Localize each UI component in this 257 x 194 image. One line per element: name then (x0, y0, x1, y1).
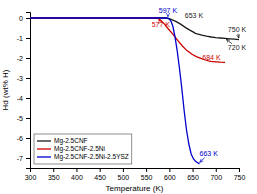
lines (30, 18, 239, 164)
y-axis-title: Hd (wt% H) (1, 69, 10, 110)
annotation: 577 K (152, 21, 171, 28)
y-tick: -5 (17, 115, 30, 122)
y-tick-label: 0 (19, 15, 23, 22)
legend-swatch (37, 156, 51, 157)
annotation: 750 K (228, 26, 247, 33)
y-tick: -7 (17, 155, 30, 162)
y-tick: -4 (17, 95, 30, 102)
x-tick: 750 (234, 168, 246, 181)
legend-swatch (37, 140, 51, 141)
legend: Mg-2.5CNFMg-2.5CNF-2.5NiMg-2.5CNF-2.5Ni-… (34, 134, 132, 164)
y-tick-mark (26, 38, 30, 39)
y-tick: -1 (17, 35, 30, 42)
x-tick: 500 (118, 168, 130, 181)
annotation: 653 K (185, 12, 204, 19)
annotation-arrow (159, 20, 160, 22)
x-tick: 400 (71, 168, 83, 181)
x-axis-line (31, 169, 240, 173)
y-tick: 0 (19, 15, 30, 22)
y-tick-mark (26, 58, 30, 59)
x-tick-label: 400 (71, 174, 83, 181)
x-axis: 300 350 400 450 500 550 600 650 700 750 (25, 168, 246, 181)
y-tick: -6 (17, 135, 30, 142)
legend-entry: Mg-2.5CNF-2.5Ni (54, 145, 105, 153)
y-tick-label: -6 (17, 135, 23, 142)
y-tick-label: -3 (17, 75, 23, 82)
x-tick-mark (146, 168, 147, 172)
y-tick-label: -7 (17, 155, 23, 162)
legend-frame (34, 134, 132, 164)
y-tick-mark (26, 18, 30, 19)
y-tick-label: -2 (17, 55, 23, 62)
annotation: 720 K (228, 44, 247, 51)
y-axis: 0 -1 -2 -3 -4 -5 -6 -7 (17, 13, 31, 169)
x-tick: 350 (48, 168, 60, 181)
y-tick-mark (26, 138, 30, 139)
x-tick-mark (100, 168, 101, 172)
x-tick-mark (239, 168, 240, 172)
x-tick: 450 (94, 168, 106, 181)
annotations: 597 K 577 K 653 K 750 K 720 K 684 K 663 K (152, 7, 247, 162)
legend-entry: Mg-2.5CNF (54, 137, 88, 145)
annotation-arrow (237, 34, 239, 38)
x-tick-label: 350 (48, 174, 60, 181)
y-tick: -3 (17, 75, 30, 82)
x-tick-label: 700 (210, 174, 222, 181)
x-axis-title: Temperature (K) (106, 184, 164, 193)
annotation-arrow (226, 39, 232, 43)
x-tick: 700 (210, 168, 222, 181)
x-tick: 600 (164, 168, 176, 181)
y-tick-mark (26, 78, 30, 79)
y-tick-mark (26, 98, 30, 99)
x-tick-label: 450 (94, 174, 106, 181)
y-tick-label: -5 (17, 115, 23, 122)
annotation: 663 K (200, 150, 219, 157)
x-tick-label: 300 (25, 174, 37, 181)
legend-swatch (37, 148, 51, 149)
series-line (30, 18, 239, 40)
x-tick-label: 650 (187, 174, 199, 181)
plot: 300 350 400 450 500 550 600 650 700 750 0 -1 -2 -3 -4 -… (17, 7, 247, 181)
x-tick-mark (193, 168, 194, 172)
x-tick: 550 (141, 168, 153, 181)
chart: 300 350 400 450 500 550 600 650 700 750 0 -1 -2 -3 -4 -… (0, 0, 257, 194)
x-tick-mark (169, 168, 170, 172)
series-line (30, 18, 200, 164)
annotation: 597 K (159, 7, 178, 14)
series-line (30, 18, 225, 62)
x-tick: 300 (25, 168, 37, 181)
y-tick-mark (26, 158, 30, 159)
x-tick-label: 750 (234, 174, 246, 181)
y-tick-label: -4 (17, 95, 23, 102)
x-tick-label: 550 (141, 174, 153, 181)
y-axis-line (26, 13, 31, 169)
annotation: 684 K (202, 54, 221, 61)
x-tick-mark (76, 168, 77, 172)
x-tick-label: 500 (118, 174, 130, 181)
x-tick-mark (216, 168, 217, 172)
annotation-arrow (200, 158, 205, 163)
x-tick-mark (53, 168, 54, 172)
y-tick-mark (26, 118, 30, 119)
y-tick-label: -1 (17, 35, 23, 42)
y-tick: -2 (17, 55, 30, 62)
x-tick-label: 600 (164, 174, 176, 181)
legend-entry: Mg-2.5CNF-2.5Ni-2.5YSZ (54, 153, 129, 161)
annotation-arrow (167, 15, 168, 17)
x-tick: 650 (187, 168, 199, 181)
x-tick-mark (123, 168, 124, 172)
